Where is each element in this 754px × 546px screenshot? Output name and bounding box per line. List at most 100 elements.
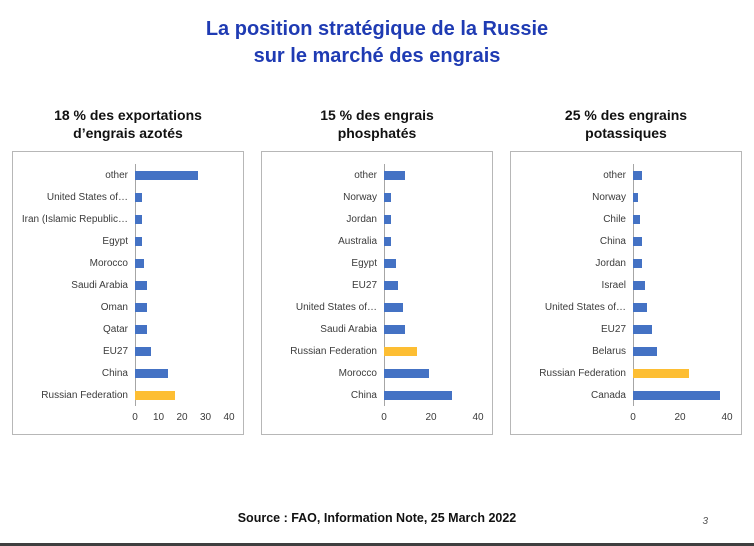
bar (384, 368, 429, 378)
bar-row: Iran (Islamic Republic… (17, 208, 243, 230)
bar-track (633, 192, 727, 202)
bar (633, 258, 643, 268)
category-label: other (105, 169, 128, 181)
bar-track (135, 214, 229, 224)
bar-row: other (17, 164, 243, 186)
bar (135, 280, 147, 290)
bar-row: Chile (515, 208, 741, 230)
category-label: Oman (100, 301, 128, 313)
category-label: Saudi Arabia (71, 279, 128, 291)
bar-track (135, 368, 229, 378)
plot-area: other Norway Chile China Jordan Israel United … (511, 164, 741, 407)
bar-row: Oman (17, 296, 243, 318)
bar-track (384, 346, 478, 356)
bar (384, 390, 453, 400)
bar-track (384, 236, 478, 246)
page-title: La position stratégique de la Russie sur… (0, 16, 754, 70)
bar-row: Norway (515, 186, 741, 208)
category-label: Belarus (592, 345, 626, 357)
category-label: Canada (590, 389, 626, 401)
bar-track (633, 390, 727, 400)
bar (633, 192, 638, 202)
category-label: China (599, 235, 626, 247)
category-label: EU27 (351, 279, 377, 291)
x-axis: 0 20 40 (381, 410, 483, 428)
category-label: EU27 (102, 345, 128, 357)
category-label: Egypt (351, 257, 377, 269)
bar-track (135, 280, 229, 290)
bar-row: Israel (515, 274, 741, 296)
axis-tick-label: 0 (132, 412, 138, 424)
category-label: Iran (Islamic Republic… (21, 213, 128, 225)
bar-row: China (17, 362, 243, 384)
category-label: Australia (338, 235, 377, 247)
bar (384, 236, 392, 246)
charts-row: 18 % des exportations d’engrais azotés o… (0, 106, 754, 436)
axis-tick-label: 40 (223, 412, 235, 424)
plot-area: other United States of… Iran (Islamic Repu… (13, 164, 243, 407)
bar-track (633, 324, 727, 334)
bar-row: EU27 (266, 274, 492, 296)
bar-track (633, 368, 727, 378)
bar (633, 390, 720, 400)
category-label: Norway (592, 191, 626, 203)
bar-track (384, 280, 478, 290)
bar (384, 170, 406, 180)
bar-track (135, 302, 229, 312)
bar (633, 280, 645, 290)
axis-tick-label: 30 (199, 412, 212, 424)
bar (384, 324, 406, 334)
bar (135, 214, 143, 224)
bar (135, 302, 147, 312)
bar-row: Saudi Arabia (266, 318, 492, 340)
category-label: Egypt (102, 235, 128, 247)
bar-row: Jordan (515, 252, 741, 274)
title-line-2: sur le marché des engrais (253, 45, 501, 67)
bar-track (135, 258, 229, 268)
bar-row: Morocco (266, 362, 492, 384)
bar (633, 346, 657, 356)
bar-row: United States of… (515, 296, 741, 318)
bar-row: Russian Federation (266, 340, 492, 362)
bar-track (633, 214, 727, 224)
page-number: 3 (702, 516, 708, 527)
category-label: Norway (343, 191, 377, 203)
plot-area: other Norway Jordan Australia Egypt EU27 Unite… (262, 164, 492, 407)
bar (384, 214, 392, 224)
chart-phosphate-exports: 15 % des engrais phosphatés other Norway J… (261, 106, 493, 436)
category-label: Morocco (89, 257, 128, 269)
bar-russian-federation-highlight (135, 390, 175, 400)
bar-track (384, 324, 478, 334)
bar (135, 236, 143, 246)
bar (135, 324, 147, 334)
bar (384, 192, 392, 202)
category-label: other (603, 169, 626, 181)
bar-track (135, 324, 229, 334)
bar-russian-federation-highlight (633, 368, 690, 378)
category-label: China (101, 367, 128, 379)
bar-track (135, 170, 229, 180)
bar (135, 346, 152, 356)
chart-panel: other Norway Chile China Jordan Israel United … (510, 151, 742, 436)
category-label: Russian Federation (290, 345, 377, 357)
category-label: Morocco (338, 367, 377, 379)
axis-tick-label: 20 (176, 412, 188, 424)
bar-row: Norway (266, 186, 492, 208)
category-label: Russian Federation (41, 389, 128, 401)
category-label: Saudi Arabia (320, 323, 377, 335)
bar-russian-federation-highlight (384, 346, 417, 356)
bar-track (384, 258, 478, 268)
chart-nitrogen-exports: 18 % des exportations d’engrais azotés o… (12, 106, 244, 436)
bar-row: EU27 (17, 340, 243, 362)
bar-track (633, 258, 727, 268)
title-line-1: La position stratégique de la Russie (205, 18, 549, 40)
bar-track (384, 368, 478, 378)
bar-row: Morocco (17, 252, 243, 274)
bar-track (384, 302, 478, 312)
bar (135, 368, 168, 378)
bar-track (135, 192, 229, 202)
category-label: Jordan (595, 257, 626, 269)
bar-track (384, 192, 478, 202)
axis-tick-label: 0 (381, 412, 387, 424)
